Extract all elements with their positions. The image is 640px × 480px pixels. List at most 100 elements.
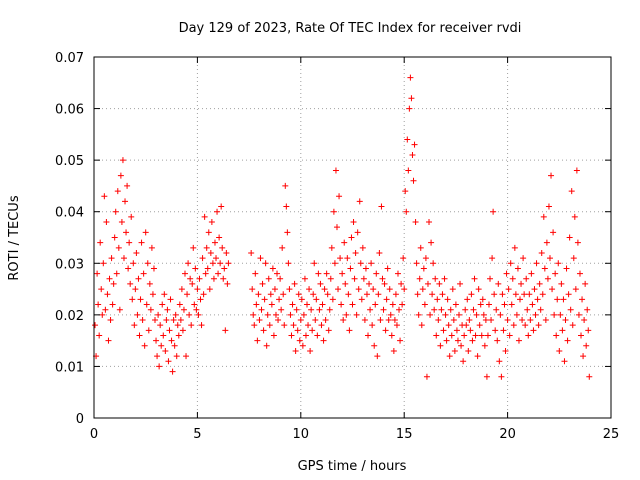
data-point [166, 327, 173, 334]
data-point [579, 296, 586, 303]
data-point [272, 311, 279, 318]
data-point [271, 286, 278, 293]
data-point [452, 301, 459, 308]
data-point [444, 296, 451, 303]
data-point [465, 347, 472, 354]
data-point [535, 322, 542, 329]
data-point [482, 317, 489, 324]
data-point [429, 291, 436, 298]
data-point [408, 95, 415, 102]
data-point [575, 311, 582, 318]
data-point [167, 296, 174, 303]
data-point [385, 317, 392, 324]
data-point [562, 317, 569, 324]
data-point [308, 306, 315, 313]
data-point [161, 291, 168, 298]
data-point [324, 291, 331, 298]
y-tick-label: 0.04 [55, 206, 84, 221]
data-point [436, 280, 443, 287]
data-point [102, 306, 109, 313]
data-point [310, 291, 317, 298]
data-point [332, 167, 339, 174]
data-point [170, 317, 177, 324]
data-point [321, 286, 328, 293]
data-point [463, 322, 470, 329]
data-point [573, 167, 580, 174]
data-point [480, 311, 487, 318]
data-point [495, 280, 502, 287]
data-point [353, 311, 360, 318]
data-point [289, 301, 296, 308]
data-point [496, 358, 503, 365]
data-point [488, 317, 495, 324]
data-point [484, 332, 491, 339]
data-point [283, 203, 290, 210]
data-point [317, 280, 324, 287]
data-point [95, 301, 102, 308]
data-point [187, 275, 194, 282]
data-point [211, 239, 218, 246]
data-point [456, 311, 463, 318]
data-point [410, 177, 417, 184]
data-point [131, 322, 138, 329]
data-point [276, 296, 283, 303]
data-point [359, 244, 366, 251]
data-point [336, 193, 343, 200]
data-point [582, 280, 589, 287]
data-point [327, 275, 334, 282]
data-point [450, 317, 457, 324]
data-point [477, 301, 484, 308]
data-point [258, 306, 265, 313]
data-point [555, 260, 562, 267]
grid-lines [94, 57, 611, 418]
data-point [382, 327, 389, 334]
data-point [267, 291, 274, 298]
data-point [185, 260, 192, 267]
data-point [502, 347, 509, 354]
data-point [316, 306, 323, 313]
data-point [539, 291, 546, 298]
plot-frame [93, 56, 612, 419]
data-point [564, 337, 571, 344]
data-point [164, 306, 171, 313]
data-point [172, 311, 179, 318]
data-point [94, 270, 101, 277]
data-point [553, 332, 560, 339]
data-point [451, 347, 458, 354]
data-point [338, 301, 345, 308]
data-point [274, 270, 281, 277]
data-point [344, 255, 351, 262]
data-point [346, 327, 353, 334]
data-point [285, 260, 292, 267]
y-tick-label: 0 [76, 412, 84, 427]
data-point [446, 353, 453, 360]
data-point [580, 353, 587, 360]
data-point [472, 332, 479, 339]
data-point [199, 255, 206, 262]
data-point [357, 260, 364, 267]
data-point [255, 291, 262, 298]
data-point [566, 234, 573, 241]
data-point [345, 291, 352, 298]
data-point [277, 275, 284, 282]
data-point [537, 306, 544, 313]
data-point [342, 280, 349, 287]
data-point [270, 332, 277, 339]
data-point [556, 347, 563, 354]
data-point [284, 229, 291, 236]
data-point [394, 270, 401, 277]
data-point [168, 337, 175, 344]
data-point [492, 327, 499, 334]
data-point [137, 296, 144, 303]
data-point [423, 373, 430, 380]
data-point [507, 260, 514, 267]
data-point [215, 270, 222, 277]
data-point [330, 208, 337, 215]
data-point [541, 265, 548, 272]
data-point [508, 301, 515, 308]
data-point [475, 286, 482, 293]
data-point [92, 322, 99, 329]
data-point [377, 317, 384, 324]
data-point [565, 291, 572, 298]
data-point [122, 198, 129, 205]
